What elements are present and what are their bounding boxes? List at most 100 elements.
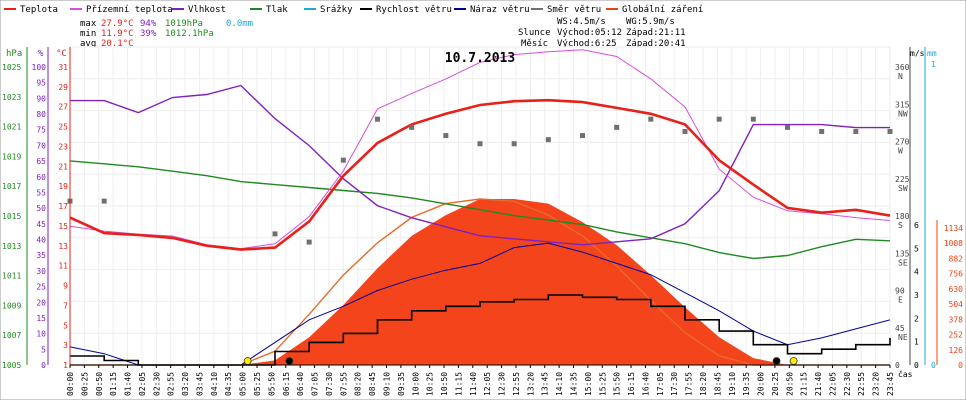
tick-label-wm2: 882 — [949, 254, 964, 263]
tick-label-hpa: 1011 — [2, 272, 21, 281]
x-tick-label: 15:00 — [584, 372, 593, 396]
x-tick-label: 14:10 — [555, 372, 564, 396]
x-tick-label: 16:40 — [641, 372, 650, 396]
x-axis-unit: čas — [898, 369, 913, 379]
tick-label-ms: 3 — [914, 291, 919, 300]
tick-label-compass: SW — [898, 184, 908, 193]
tick-label-celsius: 11 — [58, 262, 68, 271]
tick-label-hpa: 1017 — [2, 182, 21, 191]
tick-label-ms: 1 — [914, 338, 919, 347]
tick-label-celsius: 13 — [58, 242, 68, 251]
tick-label-compass: NW — [898, 109, 908, 118]
legend-label: Náraz větru — [470, 5, 530, 15]
x-tick-label: 01:40 — [124, 372, 133, 396]
stats-humidity: 94% — [140, 19, 157, 29]
x-tick-label: 13:20 — [526, 372, 535, 396]
legend-label: Srážky — [320, 5, 353, 15]
series-wind-direction-point — [887, 128, 893, 134]
tick-label-compass: NE — [898, 333, 908, 342]
series-wind-direction-point — [648, 116, 654, 122]
tick-label-percent: 80 — [36, 110, 46, 119]
tick-label-direction: 90 — [895, 287, 905, 296]
tick-label-percent: 25 — [36, 283, 46, 292]
series-wind-direction-point — [682, 128, 688, 134]
tick-label-celsius: 1 — [63, 361, 68, 370]
tick-label-wm2: 0 — [958, 361, 963, 370]
stats-pressure: 1019hPa — [165, 19, 203, 29]
x-tick-label: 23:20 — [872, 372, 881, 396]
series-wind-direction-point — [272, 231, 278, 237]
tick-label-hpa: 1015 — [2, 212, 21, 221]
tick-label-mm: 1 — [931, 60, 936, 69]
tick-label-celsius: 31 — [58, 63, 68, 72]
series-pressure — [69, 160, 891, 260]
series-wind-direction-point — [785, 124, 790, 130]
x-tick-label: 07:05 — [311, 372, 320, 396]
x-tick-label: 10:50 — [440, 372, 449, 396]
moonset: Západ:20:41 — [626, 39, 686, 49]
stats-temp: 27.9°C — [101, 19, 134, 29]
tick-label-percent: 100 — [32, 63, 47, 72]
tick-label-percent: 55 — [36, 188, 46, 197]
tick-label-mm: 0 — [931, 361, 936, 370]
x-tick-label: 00:50 — [95, 372, 104, 396]
tick-label-compass: S — [898, 221, 903, 230]
tick-label-hpa: 1009 — [2, 301, 21, 310]
stats-temp: 20.1°C — [101, 39, 134, 49]
axes: hPa% °C1025102310211019101710151013101110… — [2, 47, 963, 396]
x-tick-label: 20:25 — [771, 372, 780, 396]
chart-title: 10.7.2013 — [445, 51, 515, 66]
tick-label-celsius: 15 — [58, 222, 68, 231]
x-tick-label: 20:50 — [785, 372, 794, 396]
tick-label-direction: 180 — [895, 212, 910, 221]
tick-label-compass: E — [898, 296, 903, 305]
tick-label-celsius: 29 — [58, 83, 68, 92]
tick-label-percent: 40 — [36, 236, 46, 245]
sunset: Západ:21:11 — [626, 28, 686, 38]
legend-label: Tlak — [266, 5, 288, 15]
tick-label-direction: 135 — [895, 249, 910, 258]
sunrise: Východ:05:12 — [557, 28, 622, 38]
tick-label-celsius: 27 — [58, 103, 68, 112]
grid — [69, 46, 891, 366]
x-tick-label: 04:35 — [224, 372, 233, 396]
series-temperature — [69, 98, 891, 251]
legend-label: Teplota — [20, 5, 58, 15]
tick-label-percent: 60 — [36, 173, 46, 182]
tick-label-wm2: 252 — [949, 331, 964, 340]
stats-label: avg — [80, 39, 96, 49]
x-tick-label: 08:20 — [354, 372, 363, 396]
stats-label: min — [80, 29, 96, 39]
stats-pressure: 1012.1hPa — [165, 29, 214, 39]
tick-label-direction: 270 — [895, 138, 910, 147]
axis-unit-mm: mm — [927, 49, 937, 58]
tick-label-ms: 5 — [914, 244, 919, 253]
legend-label: Přízemní teplota — [86, 5, 173, 15]
x-tick-label: 08:45 — [368, 372, 377, 396]
tick-label-celsius: 5 — [63, 321, 68, 330]
stats-panel: max 27.9°C 94% 1019hPa 0.0mm min 11.9°C 39% 1012… — [80, 19, 253, 49]
x-tick-label: 19:10 — [728, 372, 737, 396]
tick-label-wm2: 378 — [949, 315, 964, 324]
x-tick-label: 18:45 — [713, 372, 722, 396]
x-tick-label: 15:50 — [613, 372, 622, 396]
tick-label-hpa: 1019 — [2, 152, 21, 161]
x-tick-label: 10:00 — [411, 372, 420, 396]
tick-label-compass: W — [898, 147, 903, 156]
tick-label-percent: 70 — [36, 141, 46, 150]
x-tick-label: 09:35 — [397, 372, 406, 396]
tick-label-celsius: 21 — [58, 162, 68, 171]
tick-label-hpa: 1013 — [2, 242, 21, 251]
x-tick-label: 04:10 — [210, 372, 219, 396]
x-tick-label: 01:15 — [109, 372, 118, 396]
tick-label-direction: 0 — [895, 361, 900, 370]
tick-label-percent: 90 — [36, 94, 46, 103]
tick-label-percent: 45 — [36, 220, 46, 229]
x-tick-label: 11:15 — [454, 372, 463, 396]
tick-label-percent: 30 — [36, 267, 46, 276]
tick-label-hpa: 1025 — [2, 63, 21, 72]
tick-label-hpa: 1005 — [2, 361, 21, 370]
tick-label-celsius: 9 — [63, 282, 68, 291]
tick-label-percent: 10 — [36, 330, 46, 339]
